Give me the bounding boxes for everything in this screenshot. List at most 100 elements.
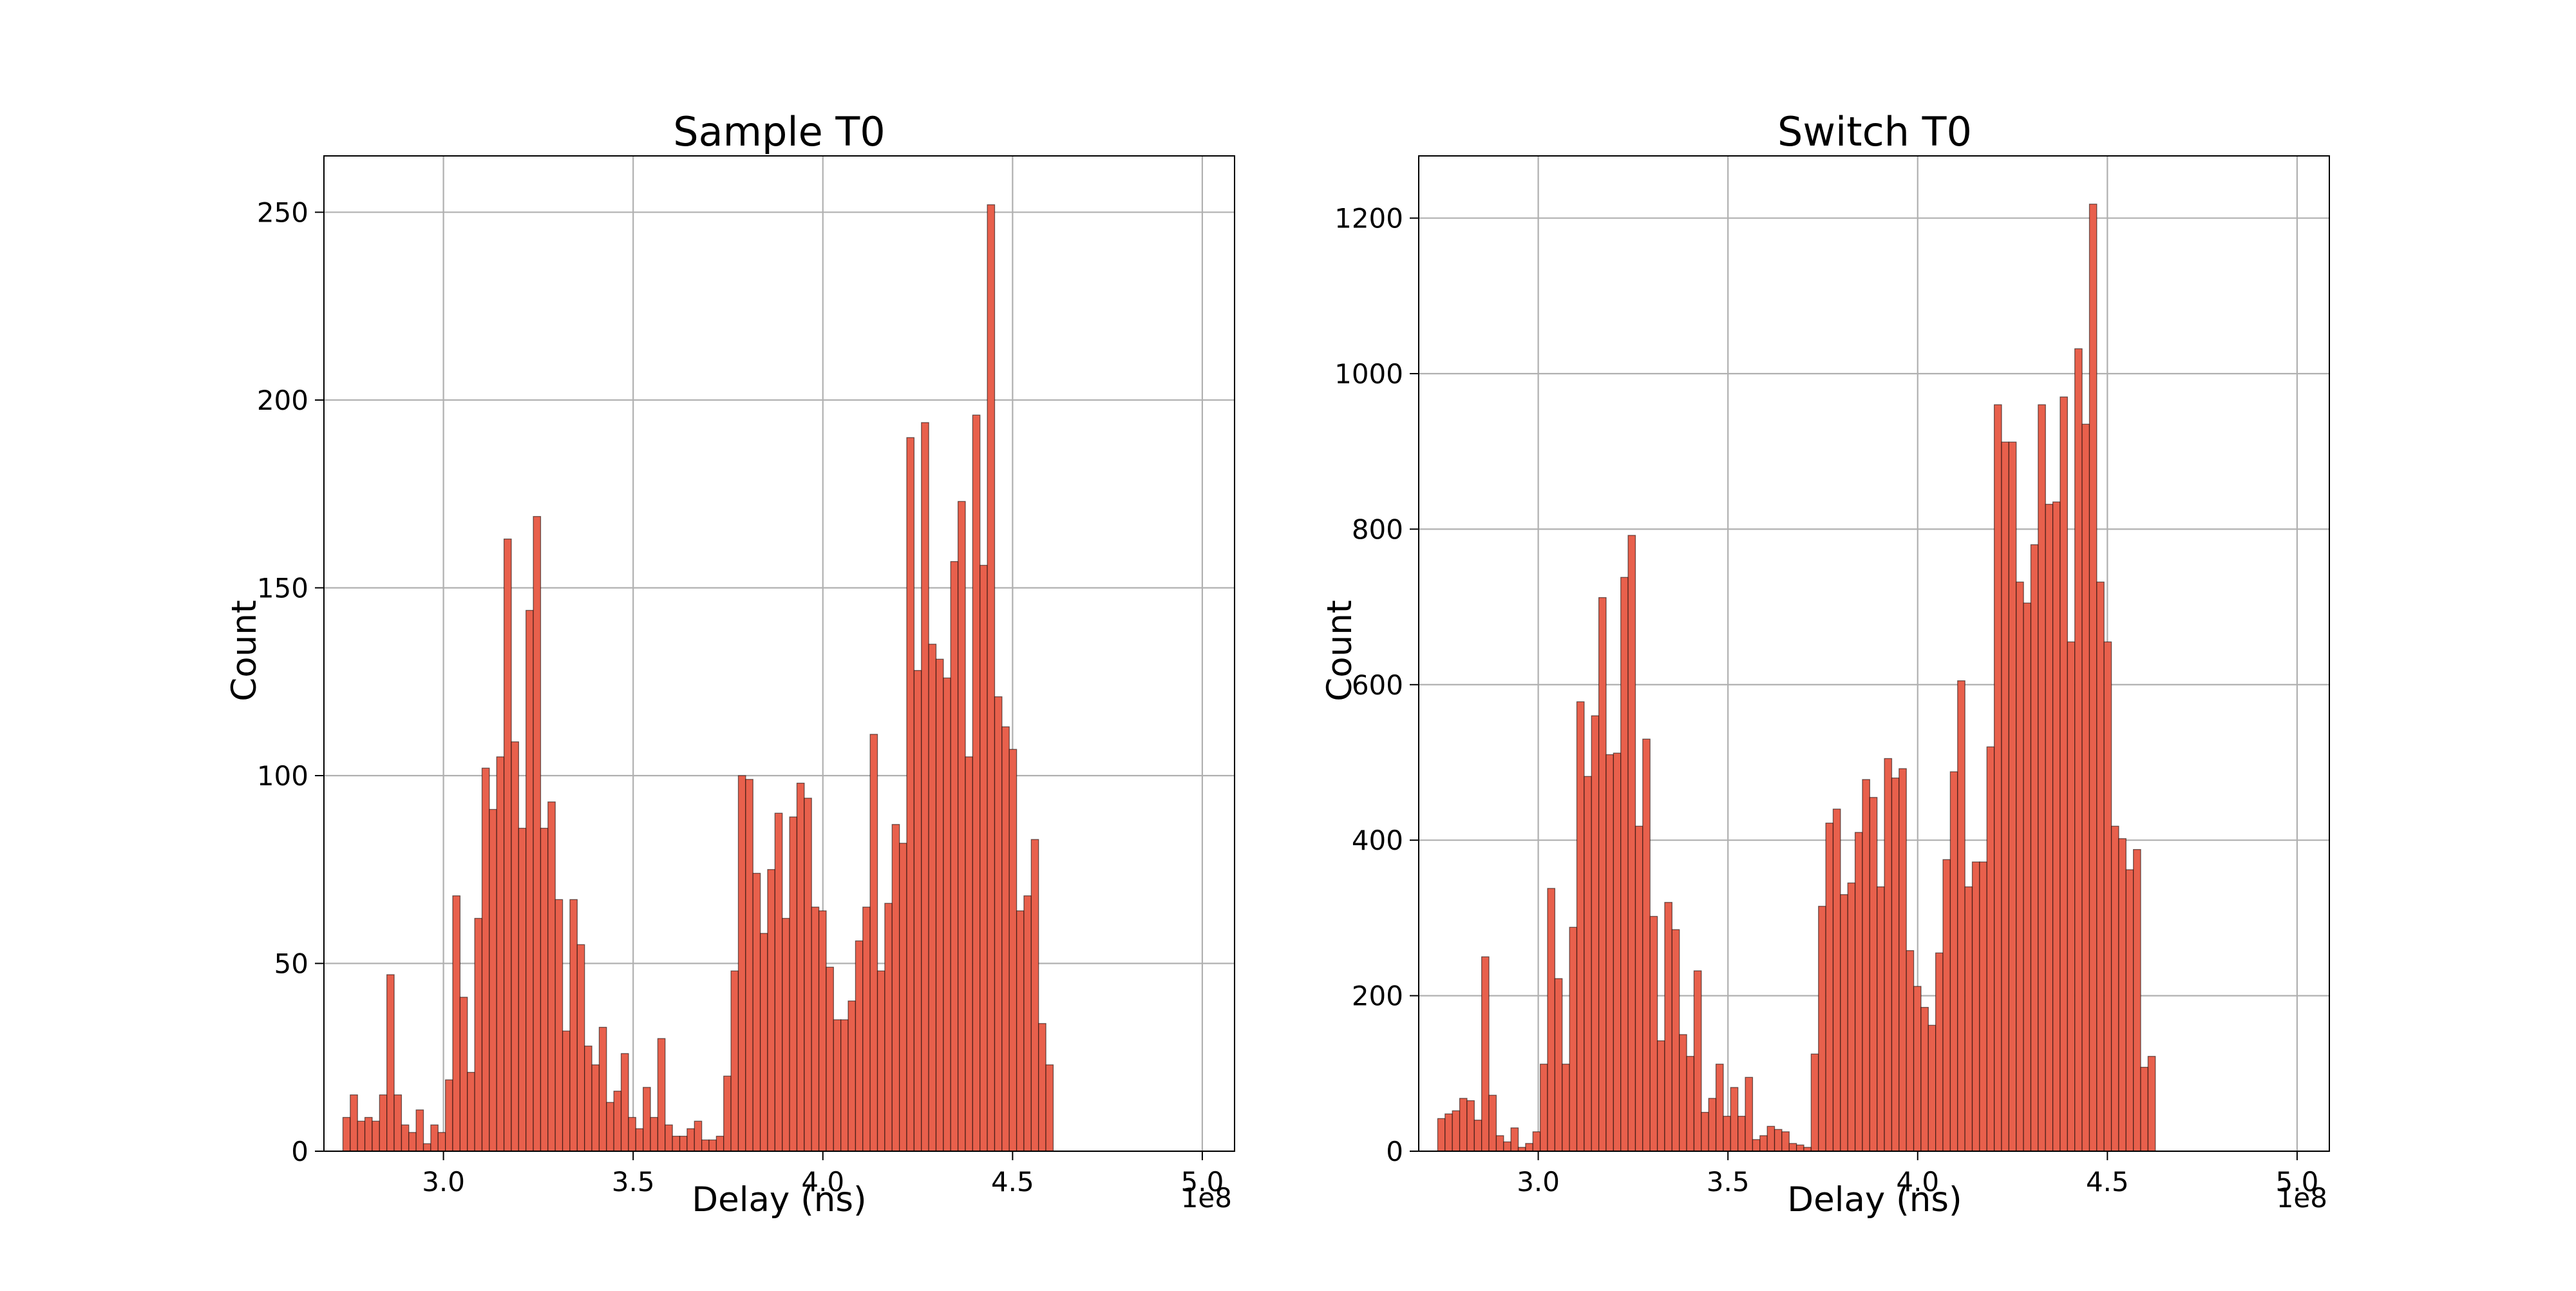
- histogram-bar: [1437, 1118, 1446, 1152]
- histogram-bar: [1554, 978, 1563, 1152]
- histogram-bar: [437, 1132, 446, 1152]
- x-axis-offset-label: 1e8: [2277, 1182, 2327, 1214]
- histogram-bar: [1832, 808, 1841, 1152]
- histogram-bar: [386, 974, 395, 1152]
- y-tick-label: 400: [1352, 825, 1403, 856]
- y-axis-label: Count: [225, 600, 264, 701]
- histogram-bar: [415, 1109, 424, 1152]
- histogram-bar: [2001, 441, 2010, 1152]
- histogram-bar: [2016, 581, 2024, 1152]
- histogram-bar: [467, 1071, 475, 1152]
- histogram-bar: [2045, 504, 2054, 1152]
- histogram-bar: [1906, 950, 1915, 1152]
- histogram-bar: [701, 1139, 710, 1152]
- x-tick-label: 4.5: [2086, 1166, 2129, 1198]
- histogram-bar: [1788, 1143, 1797, 1152]
- histogram-bar: [826, 966, 834, 1152]
- histogram-bar: [715, 1136, 724, 1152]
- x-tick-label: 5.0: [1181, 1166, 1224, 1198]
- histogram-bar: [1854, 832, 1863, 1152]
- histogram-bar: [2038, 404, 2046, 1152]
- histogram-bar: [554, 899, 564, 1152]
- histogram-bar: [591, 1064, 600, 1152]
- histogram-bar: [913, 670, 922, 1152]
- histogram-bar: [898, 843, 907, 1152]
- histogram-bar: [1825, 822, 1834, 1152]
- y-tick-label: 0: [291, 1136, 308, 1167]
- histogram-bar: [987, 204, 996, 1152]
- histogram-bar: [393, 1094, 402, 1152]
- histogram-bar: [2074, 348, 2083, 1152]
- histogram-bar: [2060, 396, 2069, 1152]
- histogram-bar: [1701, 1111, 1709, 1152]
- histogram-bar: [665, 1124, 673, 1152]
- histogram-bar: [357, 1120, 366, 1152]
- histogram-bar: [620, 1053, 629, 1152]
- histogram-bar: [957, 501, 966, 1152]
- histogram-bar: [1935, 952, 1944, 1152]
- histogram-bar: [657, 1038, 666, 1152]
- histogram-bar: [613, 1091, 622, 1152]
- histogram-bar: [1562, 1064, 1570, 1152]
- y-tick-label: 600: [1352, 669, 1403, 701]
- y-tick-label: 200: [1352, 980, 1403, 1012]
- y-tick-label: 150: [257, 572, 308, 604]
- histogram-bar: [503, 539, 512, 1152]
- histogram-bar: [1459, 1098, 1468, 1152]
- histogram-bar: [1634, 825, 1643, 1152]
- histogram-bar: [774, 812, 783, 1152]
- histogram-bar: [379, 1094, 388, 1152]
- histogram-bar: [1642, 738, 1651, 1152]
- histogram-bar: [481, 767, 490, 1152]
- histogram-bar: [635, 1128, 644, 1152]
- y-tick-label: 250: [257, 196, 308, 228]
- histogram-bar: [1664, 902, 1672, 1152]
- y-tick-label: 1000: [1334, 358, 1403, 390]
- histogram-bar: [2067, 641, 2076, 1152]
- histogram-bar: [1957, 680, 1965, 1152]
- histogram-bar: [1481, 956, 1490, 1152]
- histogram-bar: [1964, 886, 1973, 1152]
- histogram-bar: [782, 917, 790, 1152]
- histogram-bar: [1030, 839, 1039, 1152]
- histogram-bar: [1503, 1141, 1511, 1152]
- histogram-bar: [1045, 1064, 1054, 1152]
- histogram-bar: [848, 1000, 857, 1152]
- histogram-bar: [796, 782, 805, 1152]
- histogram-bar: [459, 997, 468, 1152]
- histogram-bar: [2052, 501, 2061, 1152]
- histogram-bar: [965, 756, 974, 1152]
- histogram-bar: [2023, 602, 2032, 1152]
- histogram-bar: [1001, 726, 1010, 1152]
- histogram-bar: [1899, 768, 1907, 1152]
- histogram-bar: [1576, 701, 1585, 1152]
- histogram-bar: [496, 756, 505, 1152]
- histogram-bar: [526, 609, 534, 1152]
- histogram-bar: [862, 906, 871, 1152]
- histogram-bar: [1627, 535, 1636, 1152]
- histogram-bar: [650, 1116, 659, 1152]
- histogram-bar: [884, 903, 893, 1152]
- y-tick-label: 800: [1352, 513, 1403, 545]
- plot-frame: [323, 155, 1235, 1152]
- histogram-bar: [1620, 577, 1629, 1152]
- histogram-bar: [1862, 779, 1870, 1152]
- histogram-bar: [1510, 1127, 1519, 1152]
- histogram-bar: [855, 940, 864, 1152]
- histogram-bar: [708, 1139, 717, 1152]
- x-tick-label: 5.0: [2276, 1166, 2319, 1198]
- histogram-bar: [921, 422, 929, 1152]
- histogram-bar: [1679, 1034, 1687, 1152]
- histogram-bar: [1884, 758, 1893, 1152]
- histogram-bar: [980, 564, 988, 1152]
- histogram-bar: [672, 1136, 681, 1152]
- histogram-bar: [1752, 1139, 1761, 1152]
- histogram-bar: [1913, 986, 1922, 1152]
- histogram-bar: [1525, 1143, 1533, 1152]
- histogram-bar: [767, 869, 775, 1152]
- histogram-bar: [928, 644, 937, 1152]
- histogram-bar: [833, 1019, 842, 1152]
- histogram-bar: [2008, 441, 2017, 1152]
- histogram-bars: [342, 204, 1054, 1152]
